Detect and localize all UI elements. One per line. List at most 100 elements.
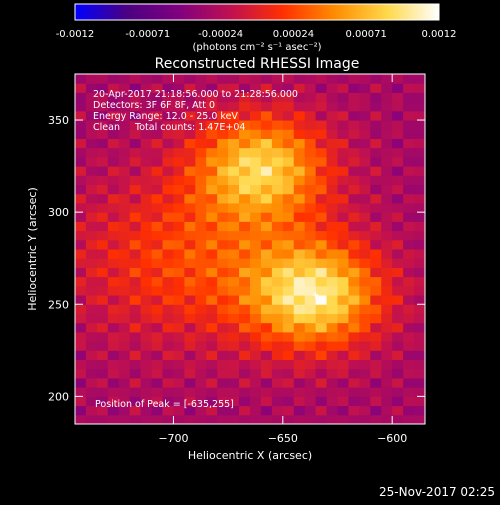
heatmap-cell — [195, 258, 207, 268]
heatmap-cell — [326, 368, 338, 379]
heatmap-cell — [304, 322, 317, 333]
heatmap-cell — [173, 74, 185, 84]
heatmap-cell — [107, 110, 120, 121]
heatmap-cell — [85, 285, 98, 296]
heatmap-cell — [151, 377, 163, 388]
heatmap-cell — [184, 285, 196, 296]
heatmap-cell — [348, 74, 360, 84]
heatmap-cell — [282, 129, 295, 139]
heatmap-cell — [118, 313, 131, 324]
heatmap-cell — [184, 129, 196, 139]
heatmap-cell — [239, 212, 251, 222]
heatmap-cell — [392, 387, 404, 397]
heatmap-cell — [370, 249, 382, 259]
heatmap-cell — [359, 285, 371, 296]
heatmap-cell — [129, 239, 142, 250]
heatmap-cell — [348, 184, 360, 195]
heatmap-cell — [239, 156, 251, 167]
heatmap-cell — [348, 212, 360, 222]
heatmap-cell — [239, 414, 251, 425]
heatmap-cell — [195, 120, 207, 130]
heatmap-image — [75, 74, 426, 425]
heatmap-cell — [85, 414, 98, 425]
heatmap-cell — [370, 414, 382, 425]
heatmap-cell — [206, 359, 218, 370]
heatmap-cell — [260, 249, 273, 259]
heatmap-cell — [228, 83, 240, 93]
heatmap-cell — [228, 396, 240, 407]
heatmap-cell — [195, 368, 207, 379]
heatmap-cell — [173, 405, 185, 416]
heatmap-cell — [129, 396, 142, 407]
heatmap-cell — [129, 322, 142, 333]
heatmap-cell — [129, 276, 142, 287]
heatmap-cell — [359, 83, 371, 93]
heatmap-cell — [381, 212, 393, 222]
heatmap-cell — [250, 212, 262, 222]
heatmap-cell — [239, 120, 251, 130]
heatmap-cell — [85, 295, 98, 305]
heatmap-cell — [173, 202, 185, 213]
heatmap-cell — [96, 83, 109, 93]
heatmap-cell — [403, 120, 415, 130]
heatmap-cell — [228, 166, 240, 176]
heatmap-cell — [85, 74, 98, 84]
heatmap-cell — [370, 166, 382, 176]
heatmap-cell — [348, 368, 360, 379]
heatmap-cell — [162, 359, 174, 370]
heatmap-cell — [107, 212, 120, 222]
heatmap-cell — [414, 92, 426, 103]
heatmap-cell — [370, 405, 382, 416]
heatmap-cell — [228, 368, 240, 379]
heatmap-cell — [370, 267, 382, 278]
heatmap-cell — [129, 258, 142, 268]
heatmap-cell — [239, 92, 251, 103]
heatmap-cell — [173, 110, 185, 121]
heatmap-cell — [151, 249, 163, 259]
heatmap-cell — [129, 230, 142, 241]
heatmap-cell — [85, 175, 98, 186]
heatmap-cell — [107, 101, 120, 112]
heatmap-cell — [315, 322, 328, 333]
heatmap-cell — [359, 331, 371, 342]
heatmap-cell — [392, 147, 404, 158]
heatmap-cell — [75, 74, 87, 84]
heatmap-cell — [250, 166, 262, 176]
heatmap-cell — [75, 92, 87, 103]
heatmap-cell — [304, 202, 317, 213]
heatmap-cell — [195, 92, 207, 103]
heatmap-cell — [414, 193, 426, 204]
heatmap-cell — [414, 239, 426, 250]
heatmap-cell — [129, 331, 142, 342]
info-clean-counts: Clean Total counts: 1.47E+04 — [93, 122, 245, 133]
heatmap-cell — [260, 193, 273, 204]
heatmap-cell — [250, 405, 262, 416]
heatmap-cell — [392, 175, 404, 186]
heatmap-cell — [107, 129, 120, 139]
heatmap-cell — [403, 331, 415, 342]
heatmap-cell — [96, 304, 109, 314]
heatmap-cell — [414, 322, 426, 333]
heatmap-cell — [414, 175, 426, 186]
heatmap-cell — [370, 276, 382, 287]
heatmap-cell — [260, 120, 273, 130]
heatmap-cell — [162, 350, 174, 361]
heatmap-cell — [414, 276, 426, 287]
heatmap-cell — [260, 92, 273, 103]
heatmap-cell — [217, 147, 229, 158]
heatmap-cell — [282, 249, 295, 259]
heatmap-cell — [326, 267, 338, 278]
heatmap-cell — [184, 138, 196, 149]
heatmap-cell — [107, 221, 120, 232]
heatmap-cell — [250, 350, 262, 361]
heatmap-cell — [282, 368, 295, 379]
heatmap-cell — [250, 221, 262, 232]
heatmap-cell — [250, 193, 262, 204]
heatmap-cell — [162, 166, 174, 176]
heatmap-cell — [107, 230, 120, 241]
heatmap-cell — [184, 230, 196, 241]
heatmap-cell — [96, 147, 109, 158]
heatmap-cell — [392, 313, 404, 324]
heatmap-cell — [75, 322, 87, 333]
heatmap-cell — [304, 295, 317, 305]
